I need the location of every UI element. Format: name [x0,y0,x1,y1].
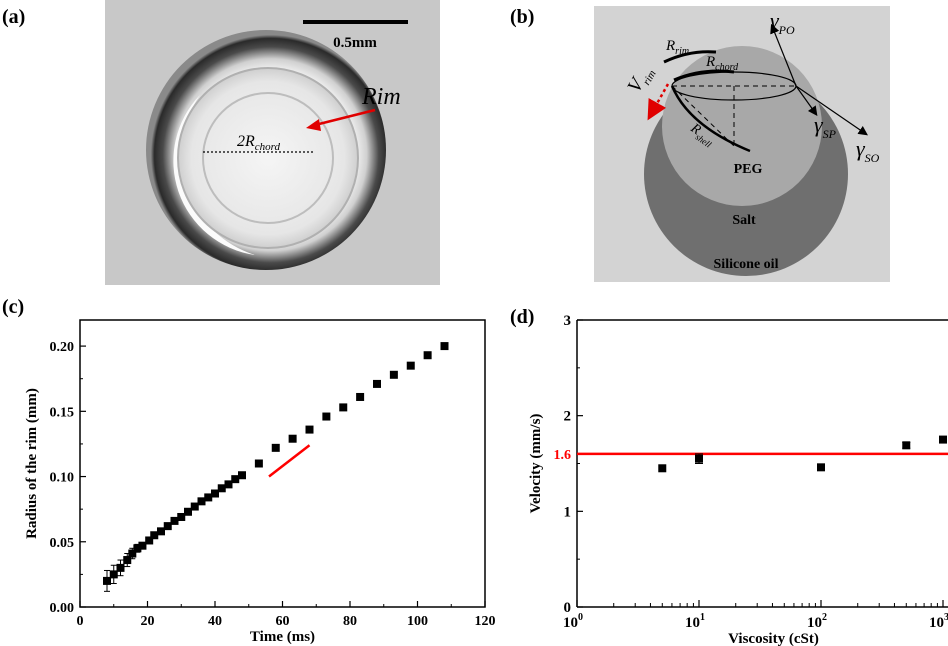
x-tick-label: 101 [685,612,705,631]
droplet-inner [177,67,359,249]
data-point [305,425,314,434]
r-rim-label: Rrim [665,38,689,57]
scale-bar-label: 0.5mm [333,35,377,51]
gamma-so-label: γSO [856,136,880,165]
rim-label: Rim [361,84,401,110]
gamma-po-label: γPO [770,8,795,37]
x-tick-label: 100 [407,614,428,629]
micrograph-panel-a: 0.5mm 2Rchord Rim [105,0,440,285]
shell-arc [670,85,751,153]
gamma-so-arrow [795,85,868,136]
rim-bracket [663,50,717,64]
data-point [190,502,199,511]
chord-label: 2Rchord [237,133,281,153]
x-tick-label: 100 [563,612,583,631]
data-point [145,536,154,545]
data-point [271,443,280,452]
data-point [423,351,432,360]
data-point [238,471,246,480]
data-point [103,576,111,585]
x-axis-label: Viscosity (cSt) [728,631,819,646]
data-point [902,441,911,450]
data-point [658,464,667,473]
schematic-panel-b: γPO γSP γSO Rrim Rchord Rshell Vrim PEG … [594,6,890,282]
x-tick-label: 120 [475,614,496,629]
x-tick-label: 0 [77,614,84,629]
data-point [254,459,263,468]
data-point [440,342,449,351]
data-point [150,531,159,540]
x-axis-label: Time (ms) [250,629,315,645]
data-point [231,475,240,484]
r-chord-label: Rchord [705,54,739,73]
reference-slope-line [268,444,311,478]
data-point [204,493,213,502]
data-point [197,497,206,506]
data-point [389,370,398,379]
panel-label-d: (d) [510,306,535,328]
y-tick-label: 0.15 [50,405,75,420]
chart-panel-c: 0 20 40 60 80 100 120 0.00 0.05 0.10 0.15 0.20 Time … [24,319,496,645]
y-axis-label: Velocity (mm/s) [528,414,544,514]
y-tick-label: 0.05 [50,536,75,551]
velocity-arrow [647,83,670,121]
gamma-po-arrow [770,23,797,87]
x-tick-label: 60 [276,614,290,629]
x-tick-label: 103 [929,612,948,631]
panel-label-b: (b) [510,6,535,28]
plot-frame [79,319,486,608]
x-tick-label: 20 [141,614,155,629]
data-point [109,570,118,579]
data-point [373,379,381,388]
data-point [163,522,172,531]
data-point [322,412,331,421]
data-point [217,484,226,493]
chart-panel-d: 100 101 102 103 0 1 2 3 Viscosity (cSt) Velocity … [528,313,948,646]
chord-bracket [673,69,735,82]
salt-label: Salt [732,213,756,228]
reference-hline-label: 1.6 [554,448,572,463]
data-point [170,516,179,525]
data-point [224,480,233,489]
data-point [128,549,137,558]
data-point [138,541,147,550]
data-point [695,454,703,463]
data-point [817,463,825,472]
peg-label: PEG [734,162,763,177]
y-axis-label: Radius of the rim (mm) [24,388,40,539]
y-tick-label: 0.00 [50,601,75,616]
gamma-sp-label: γSP [814,112,837,141]
data-point [339,403,348,412]
y-tick-label: 0.10 [50,471,75,486]
y-tick-label: 0.20 [50,340,75,355]
droplet-bright-crescent [173,95,255,255]
data-point [157,527,165,536]
data-point [184,507,192,516]
panel-label-a: (a) [2,6,26,28]
gamma-sp-arrow [795,85,818,116]
y-tick-label: 1 [564,504,572,520]
data-point [177,512,186,521]
data-point [939,435,947,444]
data-point [406,361,415,370]
x-tick-label: 102 [807,612,827,631]
rim-arrow-head [306,119,321,131]
y-tick-label: 0 [564,600,572,616]
data-point [211,489,219,498]
data-point [356,392,365,401]
peg-circle [662,46,822,206]
rim-circle [202,92,334,224]
x-tick-label: 40 [208,614,222,629]
silicone-oil-label: Silicone oil [714,257,779,272]
y-tick-label: 3 [564,313,572,329]
data-point [288,434,297,443]
data-point [133,544,142,553]
y-tick-label: 2 [564,409,572,425]
panel-label-c: (c) [2,296,25,318]
data-point [123,556,132,565]
rim-arrow [314,108,376,127]
data-point [116,563,125,572]
x-tick-label: 80 [343,614,357,629]
